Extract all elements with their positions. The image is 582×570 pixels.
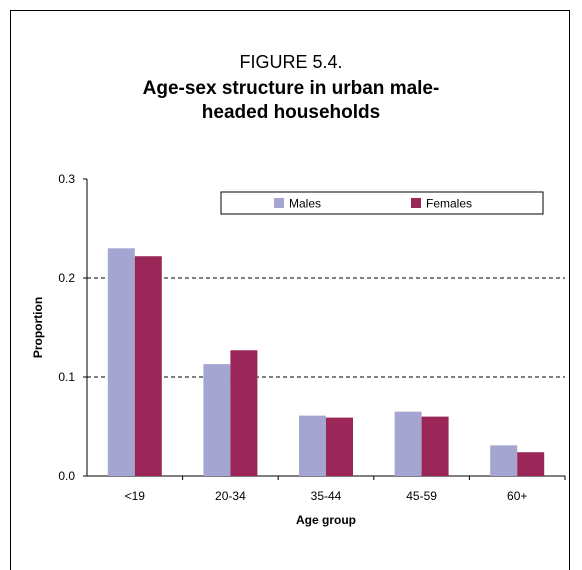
x-axis-title: Age group — [296, 513, 356, 527]
legend-swatch-males — [274, 198, 284, 208]
figure-frame — [10, 10, 570, 570]
x-tick-label: 60+ — [507, 489, 527, 503]
y-tick-label: 0.2 — [58, 271, 75, 285]
x-tick-label: 20-34 — [215, 489, 246, 503]
bar-males-2 — [299, 415, 326, 476]
bar-males-4 — [490, 445, 518, 476]
y-tick-label: 0.0 — [58, 469, 75, 483]
y-axis-title: Proportion — [31, 297, 45, 358]
bar-males-0 — [107, 248, 135, 476]
legend-box — [220, 191, 544, 215]
x-tick-label: <19 — [125, 489, 146, 503]
y-tick-label: 0.3 — [58, 172, 75, 186]
legend-label-males: Males — [289, 197, 321, 211]
figure-label: FIGURE 5.4. — [239, 52, 343, 72]
legend-label-females: Females — [426, 197, 472, 211]
bar-females-3 — [421, 416, 449, 476]
bar-females-4 — [517, 452, 545, 476]
bar-males-3 — [394, 411, 422, 476]
y-tick-label: 0.1 — [58, 370, 75, 384]
bar-females-0 — [134, 256, 162, 476]
chart-title-text: Age-sex structure in urban male-headed h… — [142, 78, 440, 123]
bar-females-2 — [326, 417, 353, 476]
bar-males-1 — [203, 364, 231, 476]
x-tick-label: 35-44 — [311, 489, 342, 503]
chart-title: Age-sex structure in urban male-headed h… — [0, 77, 582, 125]
legend-swatch-females — [411, 198, 421, 208]
bar-females-1 — [230, 350, 258, 476]
x-tick-label: 45-59 — [406, 489, 437, 503]
